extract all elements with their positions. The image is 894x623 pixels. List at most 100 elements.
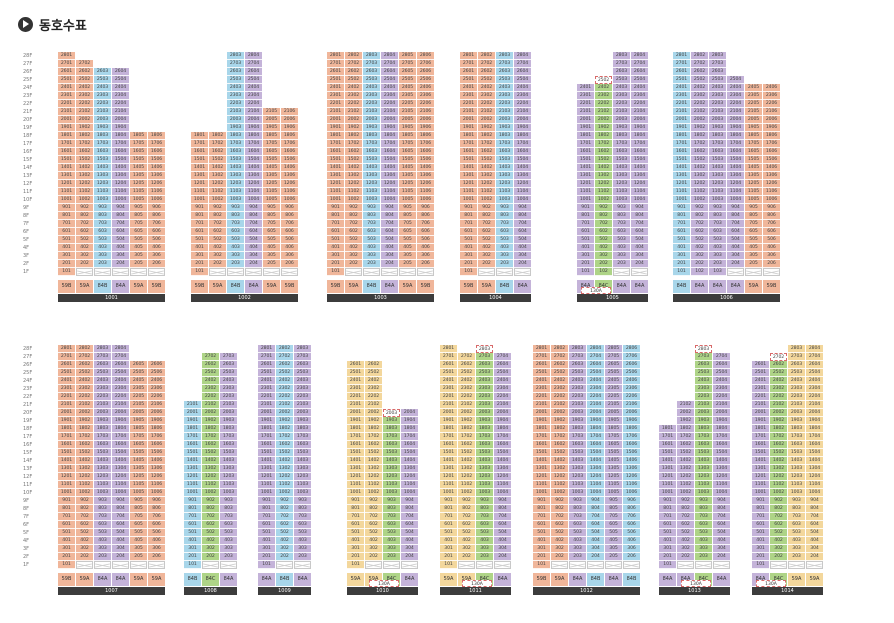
- unit-cell: 502: [551, 529, 568, 537]
- unit-cell: 702: [276, 513, 293, 521]
- unit-cell: 1201: [460, 180, 477, 188]
- unit-cell: 1003: [94, 196, 111, 204]
- unit-cell: 1404: [514, 164, 531, 172]
- unit-cell: 2802: [345, 52, 362, 60]
- unit-cell: 2704: [587, 353, 604, 361]
- unit-cell: [476, 561, 493, 569]
- unit-cell: 101: [58, 561, 75, 569]
- unit-cell: 201: [258, 553, 275, 561]
- unit-cell: 2001: [460, 116, 477, 124]
- unit-cell: 1904: [514, 124, 531, 132]
- unit-cell: 1002: [345, 196, 362, 204]
- building-name-bar: 1003: [327, 294, 434, 302]
- unit-cell: 1602: [551, 441, 568, 449]
- unit-cell: 2503: [220, 369, 237, 377]
- unit-cell: 1304: [514, 172, 531, 180]
- unit-cell: 1403: [709, 164, 726, 172]
- unit-cell: 1804: [727, 132, 744, 140]
- unit-cell: 2102: [76, 108, 93, 116]
- unit-cell: 1705: [399, 140, 416, 148]
- unit-cell: 2101: [184, 401, 201, 409]
- unit-cell: 2503: [695, 369, 712, 377]
- unit-cell: 2505: [130, 369, 147, 377]
- unit-cell: 801: [58, 505, 75, 513]
- unit-cell: 1702: [770, 433, 787, 441]
- unit-cell: 202: [677, 553, 694, 561]
- unit-cell: 1404: [245, 164, 262, 172]
- page-title: 동호수표: [39, 18, 87, 34]
- unit-cell: 903: [227, 204, 244, 212]
- unit-cell: 202: [76, 260, 93, 268]
- unit-cell-ghost: 2003: [383, 409, 400, 417]
- unit-cell: 1402: [551, 457, 568, 465]
- unit-cell: 602: [595, 228, 612, 236]
- unit-cell: 1201: [440, 473, 457, 481]
- unit-cell: 401: [440, 537, 457, 545]
- unit-cell: 1203: [496, 180, 513, 188]
- unit-cell: 2801: [58, 52, 75, 60]
- unit-cell: 303: [227, 252, 244, 260]
- unit-cell: 2204: [631, 100, 648, 108]
- unit-cell: 501: [58, 236, 75, 244]
- unit-cell: 2002: [595, 116, 612, 124]
- unit-cell: 1801: [58, 132, 75, 140]
- unit-cell: 202: [478, 260, 495, 268]
- unit-cell: 1704: [631, 140, 648, 148]
- unit-cell: 1004: [494, 489, 511, 497]
- unit-cell: 603: [788, 521, 805, 529]
- unit-cell: 1901: [258, 417, 275, 425]
- unit-cell: 2603: [695, 361, 712, 369]
- unit-cell: 1105: [263, 188, 280, 196]
- unit-cell: 1401: [673, 164, 690, 172]
- unit-cell: 605: [745, 228, 762, 236]
- unit-cell: 706: [763, 220, 780, 228]
- unit-cell: 1702: [478, 140, 495, 148]
- unit-cell: 1402: [365, 457, 382, 465]
- unit-cell: 2104: [494, 401, 511, 409]
- unit-cell: 602: [677, 521, 694, 529]
- unit-cell: 1503: [94, 449, 111, 457]
- unit-cell: 705: [605, 513, 622, 521]
- unit-cell: 2106: [763, 108, 780, 116]
- unit-cell: 2002: [551, 409, 568, 417]
- unit-cell: 2606: [148, 361, 165, 369]
- unit-cell: 2404: [112, 84, 129, 92]
- unit-cell: 1604: [713, 441, 730, 449]
- type-label: 84B: [227, 280, 244, 293]
- floor-label: 13F: [23, 173, 33, 179]
- unit-cell: 1803: [220, 425, 237, 433]
- unit-cell: 1705: [263, 140, 280, 148]
- unit-cell: 704: [245, 220, 262, 228]
- unit-cell: 2603: [363, 68, 380, 76]
- unit-cell: 1003: [569, 489, 586, 497]
- unit-cell: 2704: [631, 60, 648, 68]
- unit-cell: 1401: [258, 457, 275, 465]
- unit-cell: 603: [294, 521, 311, 529]
- unit-cell: 301: [577, 252, 594, 260]
- unit-cell: 504: [806, 529, 823, 537]
- unit-cell: 1802: [345, 132, 362, 140]
- unit-cell: [763, 268, 780, 276]
- unit-cell: 1401: [347, 457, 364, 465]
- unit-cell: 2004: [727, 116, 744, 124]
- unit-cell: 2504: [381, 76, 398, 84]
- unit-cell: 2601: [258, 361, 275, 369]
- unit-cell: 1104: [514, 188, 531, 196]
- unit-cell: 1902: [770, 417, 787, 425]
- unit-cell: 1803: [94, 425, 111, 433]
- unit-cell: 601: [533, 521, 550, 529]
- unit-cell: 1105: [130, 188, 147, 196]
- unit-cell: 301: [440, 545, 457, 553]
- floor-label: 12F: [23, 474, 33, 480]
- unit-cell: 201: [533, 553, 550, 561]
- unit-cell: 2403: [220, 377, 237, 385]
- unit-cell: 1204: [727, 180, 744, 188]
- unit-cell: [551, 561, 568, 569]
- unit-cell: 202: [202, 553, 219, 561]
- unit-cell: 2701: [258, 353, 275, 361]
- unit-cell: 706: [148, 513, 165, 521]
- unit-cell: [365, 561, 382, 569]
- unit-cell: 1301: [327, 172, 344, 180]
- unit-cell: 2202: [276, 393, 293, 401]
- unit-cell: 704: [401, 513, 418, 521]
